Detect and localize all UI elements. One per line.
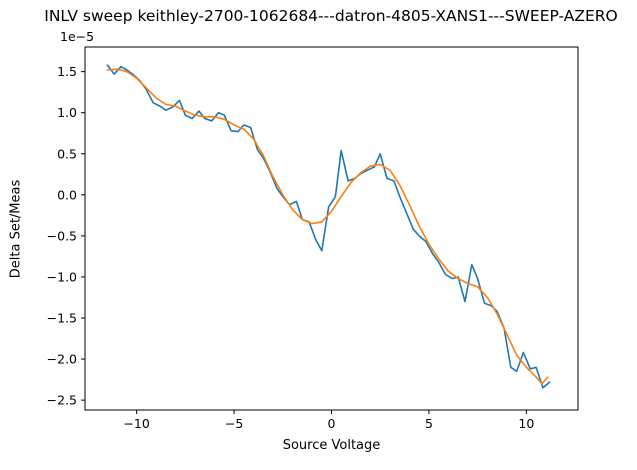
x-tick-label: −5 — [225, 416, 243, 431]
y-tick-label: −0.5 — [47, 228, 77, 243]
x-tick-label: 0 — [328, 416, 336, 431]
series-smoothed-line — [106, 68, 549, 385]
y-tick-label: −2.5 — [47, 393, 77, 408]
axes-spines — [84, 46, 579, 411]
y-tick-label: −1.5 — [47, 311, 77, 326]
y-tick-label: 1.5 — [57, 64, 77, 79]
x-tick-label: 10 — [518, 416, 534, 431]
y-tick-label: −2.0 — [47, 352, 77, 367]
y-tick-label: 0.5 — [57, 146, 77, 161]
y-tick-label: 1.0 — [57, 105, 77, 120]
y-tick-label: 0.0 — [57, 187, 77, 202]
y-tick-label: −1.0 — [47, 269, 77, 284]
x-axis-label: Source Voltage — [282, 438, 381, 453]
x-tick-label: −10 — [123, 416, 149, 431]
y-axis-offset-label: 1e−5 — [60, 29, 95, 44]
x-tick-label: 5 — [425, 416, 433, 431]
chart-title: INLV sweep keithley-2700-1062684---datro… — [44, 7, 618, 25]
series-raw-line — [106, 64, 551, 389]
